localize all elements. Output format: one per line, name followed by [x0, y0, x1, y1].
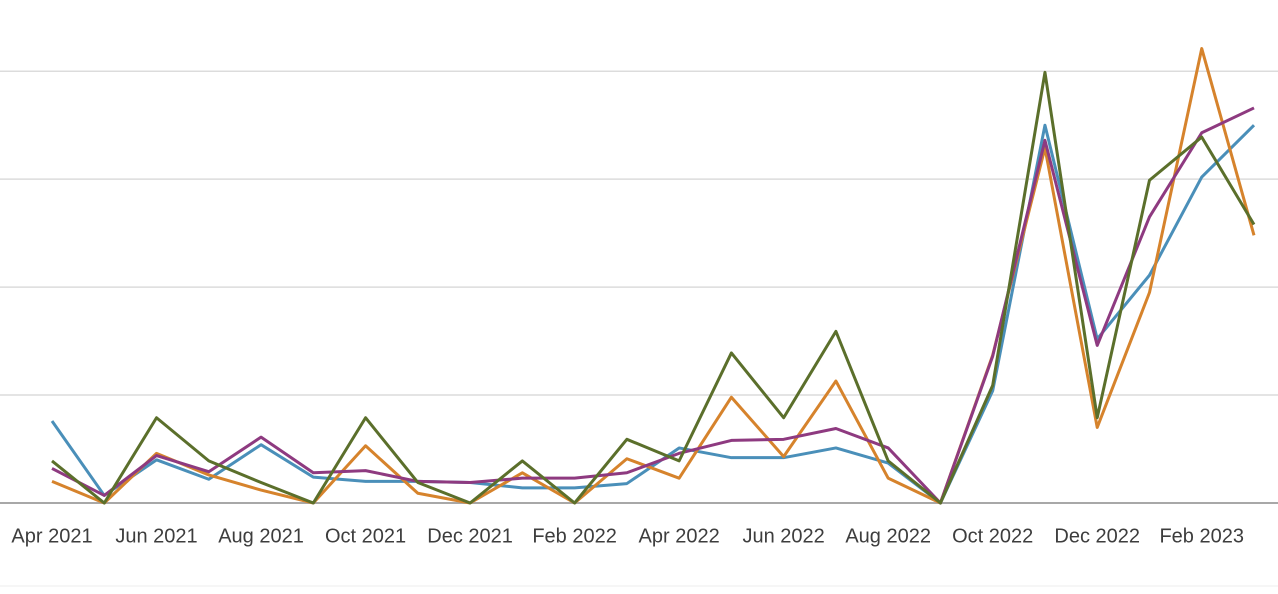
x-tick-label: Oct 2022: [952, 525, 1033, 547]
x-tick-label: Feb 2023: [1159, 525, 1244, 547]
series-line: [50, 123, 1256, 505]
x-tick-label: Oct 2021: [325, 525, 406, 547]
x-tick-label: Apr 2021: [11, 525, 92, 547]
x-tick-label: Dec 2021: [427, 525, 513, 547]
x-tick-label: Jun 2021: [115, 525, 197, 547]
x-tick-label: Apr 2022: [639, 525, 720, 547]
series-line: [51, 106, 1255, 505]
x-tick-label: Feb 2022: [532, 525, 617, 547]
x-tick-label: Aug 2021: [218, 525, 304, 547]
x-tick-label: Jun 2022: [743, 525, 825, 547]
series-line: [51, 70, 1256, 505]
x-tick-label: Aug 2022: [845, 525, 931, 547]
series-line: [51, 47, 1256, 505]
x-tick-label: Dec 2022: [1054, 525, 1140, 547]
